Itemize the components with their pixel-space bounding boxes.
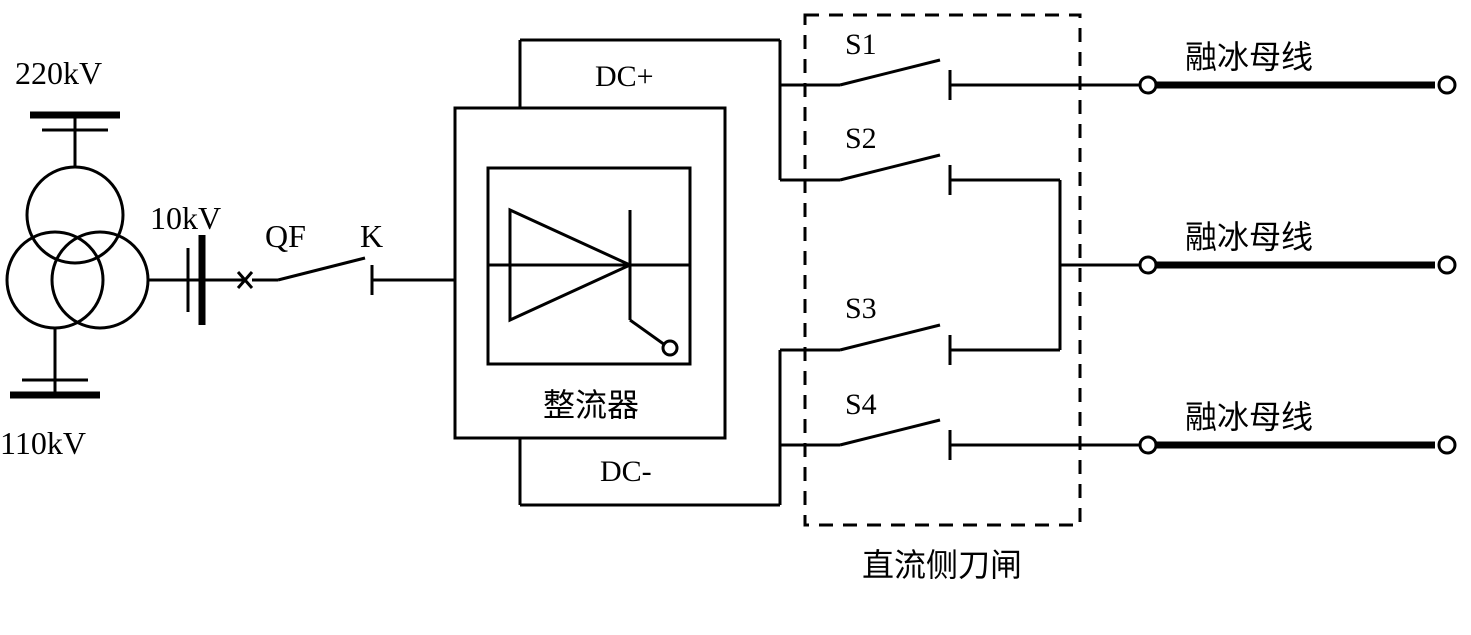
bus-10kv (148, 235, 202, 325)
s3-label: S3 (845, 292, 877, 326)
dc-plus-split (780, 85, 840, 180)
switch-s3 (840, 325, 1060, 365)
s4-label: S4 (845, 388, 877, 422)
s1-label: S1 (845, 28, 877, 62)
voltage-220kv-label: 220kV (15, 55, 102, 92)
diagram-svg (0, 0, 1471, 635)
busbar-top-label: 融冰母线 (1185, 32, 1313, 78)
switch-s1 (840, 60, 1060, 100)
dc-plus-label: DC+ (595, 60, 654, 94)
switch-s2 (840, 155, 1060, 195)
bus-220kv (30, 115, 120, 167)
switch-group-label: 直流侧刀闸 (862, 540, 1022, 586)
dc-minus-label: DC- (600, 455, 652, 489)
s2-label: S2 (845, 122, 877, 156)
voltage-110kv-label: 110kV (0, 425, 86, 462)
dc-minus-split (780, 350, 840, 445)
bus-110kv (10, 328, 100, 395)
busbar-middle-label: 融冰母线 (1185, 212, 1313, 258)
k-label: K (360, 218, 383, 255)
connection-bottom (1060, 437, 1455, 453)
circuit-diagram: 220kV 10kV 110kV QF K 整流器 DC+ DC- S1 S2 … (0, 0, 1471, 635)
transformer-symbol (7, 167, 148, 328)
qf-label: QF (265, 218, 306, 255)
connection-middle (1060, 180, 1455, 350)
connection-top (1060, 77, 1455, 93)
voltage-10kv-label: 10kV (150, 200, 221, 237)
switch-s4 (840, 420, 1060, 460)
k-switch (252, 258, 455, 295)
busbar-bottom-label: 融冰母线 (1185, 392, 1313, 438)
switch-group-box (805, 15, 1080, 525)
rectifier-label: 整流器 (543, 380, 639, 426)
